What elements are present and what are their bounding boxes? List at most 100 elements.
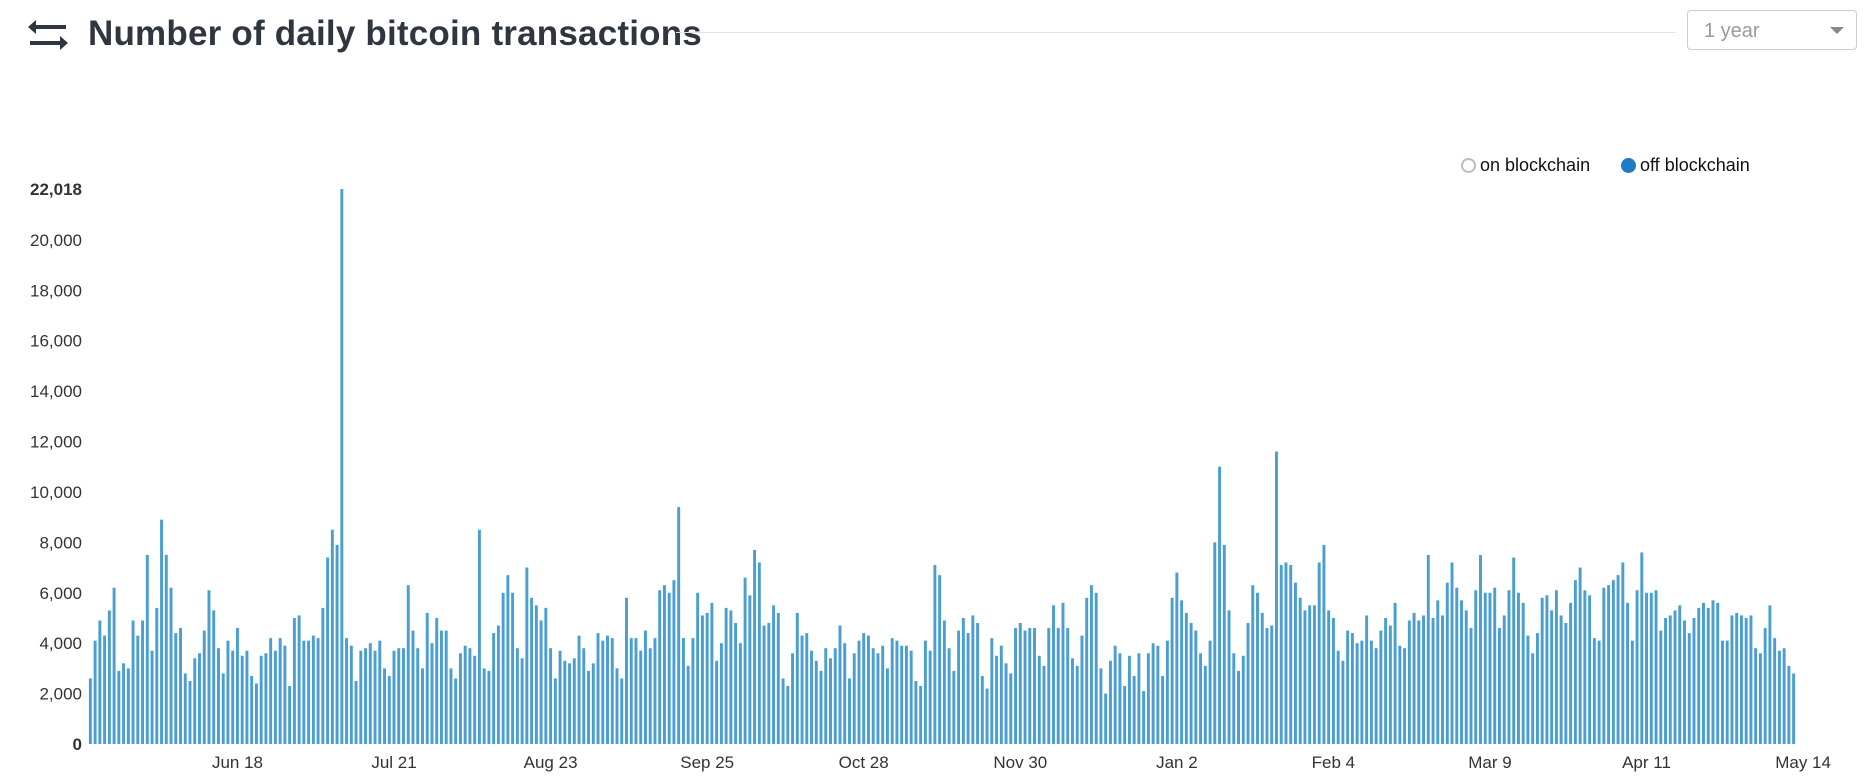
bar[interactable] (1431, 617, 1435, 744)
bar[interactable] (188, 680, 192, 744)
bar[interactable] (264, 653, 268, 744)
bar[interactable] (1412, 612, 1416, 744)
bar[interactable] (1417, 620, 1421, 744)
bar[interactable] (734, 623, 738, 744)
bar[interactable] (1720, 640, 1724, 744)
bar[interactable] (307, 640, 311, 744)
bar[interactable] (1436, 600, 1440, 744)
bar[interactable] (1270, 625, 1274, 744)
bar[interactable] (1393, 602, 1397, 744)
bar[interactable] (183, 673, 187, 744)
bar[interactable] (525, 567, 529, 744)
bar[interactable] (1308, 605, 1312, 744)
bar[interactable] (1592, 638, 1596, 744)
bar[interactable] (416, 648, 420, 744)
bar[interactable] (648, 648, 652, 744)
bar[interactable] (1203, 665, 1207, 744)
bar[interactable] (1137, 653, 1141, 744)
bar[interactable] (221, 673, 225, 744)
bar[interactable] (923, 640, 927, 744)
bar[interactable] (1611, 580, 1615, 744)
bar[interactable] (553, 678, 557, 744)
bar[interactable] (1365, 615, 1369, 744)
bar[interactable] (1479, 554, 1482, 744)
bar[interactable] (1758, 653, 1762, 744)
bar[interactable] (1104, 693, 1108, 744)
bar[interactable] (1744, 617, 1748, 744)
bar[interactable] (1089, 585, 1093, 744)
bar[interactable] (957, 630, 961, 744)
bar[interactable] (458, 653, 462, 744)
bar[interactable] (601, 640, 605, 744)
bar[interactable] (625, 597, 628, 744)
bar[interactable] (473, 655, 477, 744)
bar[interactable] (1194, 630, 1198, 744)
bar[interactable] (117, 670, 121, 744)
bar[interactable] (857, 640, 861, 744)
bar[interactable] (1735, 612, 1739, 744)
bar[interactable] (1165, 640, 1169, 744)
bar[interactable] (1246, 623, 1250, 744)
bar[interactable] (1336, 650, 1340, 744)
bar[interactable] (126, 668, 130, 744)
bar[interactable] (961, 617, 965, 744)
bar[interactable] (1251, 585, 1255, 744)
bar[interactable] (1664, 617, 1667, 744)
bar[interactable] (373, 650, 377, 744)
bar[interactable] (530, 597, 534, 744)
bar[interactable] (1512, 557, 1516, 744)
bar[interactable] (1241, 655, 1245, 744)
bar[interactable] (866, 635, 870, 744)
bar[interactable] (1327, 610, 1331, 744)
bar[interactable] (1208, 640, 1212, 744)
bar[interactable] (971, 615, 975, 744)
bar[interactable] (1668, 615, 1672, 744)
bar[interactable] (231, 650, 235, 744)
bar[interactable] (933, 565, 937, 744)
bar[interactable] (1132, 675, 1136, 744)
bar[interactable] (1616, 575, 1620, 744)
bar[interactable] (202, 630, 206, 744)
bar[interactable] (776, 612, 780, 744)
bar[interactable] (672, 580, 676, 744)
bar[interactable] (810, 650, 813, 744)
bar[interactable] (995, 655, 999, 744)
bar[interactable] (696, 592, 700, 744)
bar[interactable] (444, 630, 448, 744)
bar[interactable] (966, 633, 970, 744)
bar[interactable] (942, 620, 946, 744)
bar[interactable] (141, 620, 145, 744)
bar[interactable] (368, 643, 372, 744)
bar[interactable] (439, 630, 443, 744)
bar[interactable] (819, 670, 823, 744)
bar[interactable] (435, 617, 439, 744)
bar[interactable] (1763, 628, 1767, 744)
bar[interactable] (1075, 665, 1079, 744)
legend-item-off-blockchain[interactable]: off blockchain (1621, 155, 1750, 176)
bar[interactable] (245, 650, 249, 744)
bar[interactable] (1346, 630, 1350, 744)
bar[interactable] (1659, 630, 1663, 744)
bar[interactable] (1014, 628, 1018, 744)
bar[interactable] (492, 633, 496, 744)
bar[interactable] (1180, 600, 1184, 744)
bar[interactable] (1080, 635, 1084, 744)
bar[interactable] (179, 628, 182, 744)
bar[interactable] (876, 653, 880, 744)
bar[interactable] (1052, 605, 1055, 744)
bar[interactable] (762, 625, 766, 744)
bar[interactable] (1535, 633, 1539, 744)
bar[interactable] (1768, 605, 1772, 744)
bar[interactable] (1298, 597, 1302, 744)
bar[interactable] (1042, 665, 1046, 744)
bar[interactable] (1773, 638, 1777, 744)
bar[interactable] (198, 653, 201, 744)
bar[interactable] (1531, 653, 1535, 744)
bar[interactable] (278, 638, 282, 744)
bar[interactable] (345, 638, 349, 744)
bar[interactable] (1607, 585, 1611, 744)
bar[interactable] (98, 620, 102, 744)
bar[interactable] (1640, 552, 1644, 744)
bar[interactable] (482, 668, 486, 744)
bar[interactable] (1782, 648, 1786, 744)
